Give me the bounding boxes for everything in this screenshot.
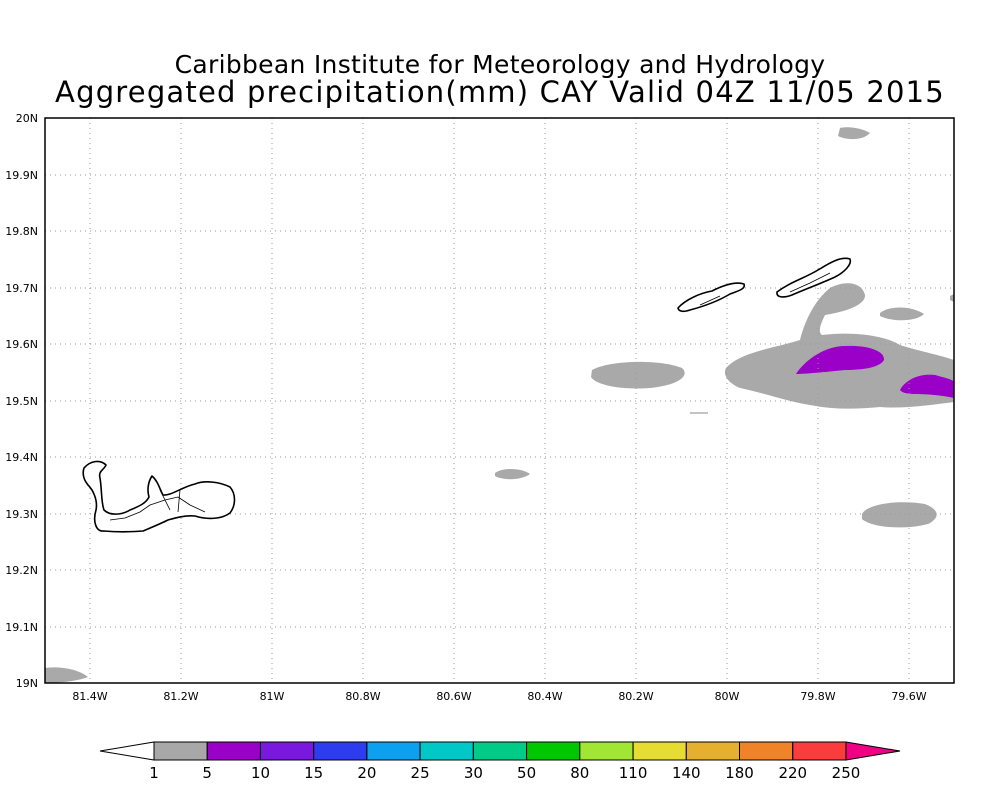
colorbar-label: 30 xyxy=(464,764,483,782)
colorbar-swatch xyxy=(739,741,794,761)
colorbar-label: 220 xyxy=(778,764,807,782)
lat-label: 19.2N xyxy=(5,564,38,577)
lat-label: 19.3N xyxy=(5,508,38,521)
colorbar-label: 50 xyxy=(517,764,536,782)
colorbar-label: 5 xyxy=(202,764,212,782)
colorbar-label: 180 xyxy=(725,764,754,782)
colorbar-swatch xyxy=(632,741,687,761)
lon-label: 81.4W xyxy=(72,690,107,703)
colorbar-swatch xyxy=(206,741,261,761)
lat-label: 20N xyxy=(16,112,38,125)
colorbar-swatch xyxy=(526,741,581,761)
colorbar-label: 15 xyxy=(304,764,323,782)
lat-label: 19.1N xyxy=(5,621,38,634)
lon-label: 80W xyxy=(715,690,740,703)
colorbar-swatch xyxy=(366,741,421,761)
colorbar-swatch xyxy=(419,741,474,761)
colorbar-swatch xyxy=(685,741,740,761)
grand-cayman-island xyxy=(82,460,236,533)
colorbar-label: 140 xyxy=(672,764,701,782)
precip-area-south-e xyxy=(862,502,937,528)
precip-area-small-e xyxy=(880,307,924,321)
lon-label: 80.2W xyxy=(618,690,653,703)
precip-1-5mm-areas xyxy=(45,127,954,683)
lat-label: 19.7N xyxy=(5,282,38,295)
map-frame xyxy=(44,117,955,684)
lon-label: 80.6W xyxy=(436,690,471,703)
colorbar: 1 5 10 15 20 25 30 50 80 110 140 180 220 250 xyxy=(99,741,901,782)
colorbar-low-end xyxy=(99,741,155,761)
precip-core-2 xyxy=(900,374,954,398)
lon-label: 81.2W xyxy=(163,690,198,703)
lat-label: 19N xyxy=(16,677,38,690)
cayman-brac-interior xyxy=(699,272,831,306)
lat-label: 19.8N xyxy=(5,225,38,238)
colorbar-label: 80 xyxy=(570,764,589,782)
colorbar-swatch xyxy=(260,741,315,761)
colorbar-label: 10 xyxy=(251,764,270,782)
lon-label: 81W xyxy=(260,690,285,703)
colorbar-swatch xyxy=(472,741,528,761)
precip-5-10mm-areas xyxy=(796,345,954,398)
precip-area-main-east xyxy=(724,283,954,409)
cayman-brac-island xyxy=(776,257,852,298)
lon-label: 79.6W xyxy=(891,690,926,703)
colorbar-label: 25 xyxy=(411,764,430,782)
grand-cayman-interior-line xyxy=(109,489,206,521)
map-gridlines xyxy=(45,118,954,683)
precip-area-sw-corner xyxy=(45,667,88,683)
lat-label: 19.9N xyxy=(5,169,38,182)
lat-label: 19.5N xyxy=(5,395,38,408)
precip-area-central-blob xyxy=(591,361,685,389)
colorbar-label: 110 xyxy=(619,764,648,782)
precip-core-1 xyxy=(796,345,885,374)
precip-area-edge-e xyxy=(950,294,954,302)
colorbar-label: 1 xyxy=(149,764,159,782)
latitude-labels: 20N 19.9N 19.8N 19.7N 19.6N 19.5N 19.4N … xyxy=(5,112,38,690)
colorbar-label: 250 xyxy=(832,764,861,782)
lon-label: 80.4W xyxy=(527,690,562,703)
lat-label: 19.6N xyxy=(5,338,38,351)
map-title: Aggregated precipitation(mm) CAY Valid 0… xyxy=(55,75,945,109)
colorbar-label: 20 xyxy=(357,764,376,782)
longitude-labels: 81.4W 81.2W 81W 80.8W 80.6W 80.4W 80.2W … xyxy=(72,690,926,703)
colorbar-swatch xyxy=(792,741,847,761)
lon-label: 80.8W xyxy=(345,690,380,703)
lon-label: 79.8W xyxy=(800,690,835,703)
precip-area-grayish-ne-blob xyxy=(838,127,870,140)
colorbar-swatch xyxy=(313,741,368,761)
island-outlines xyxy=(82,257,852,533)
colorbar-high-end xyxy=(845,741,901,761)
little-cayman-island xyxy=(677,282,746,313)
colorbar-swatch xyxy=(579,741,634,761)
colorbar-swatch xyxy=(153,741,208,761)
institute-title: Caribbean Institute for Meteorology and … xyxy=(174,50,826,79)
lat-label: 19.4N xyxy=(5,451,38,464)
precip-area-mid xyxy=(495,468,530,480)
